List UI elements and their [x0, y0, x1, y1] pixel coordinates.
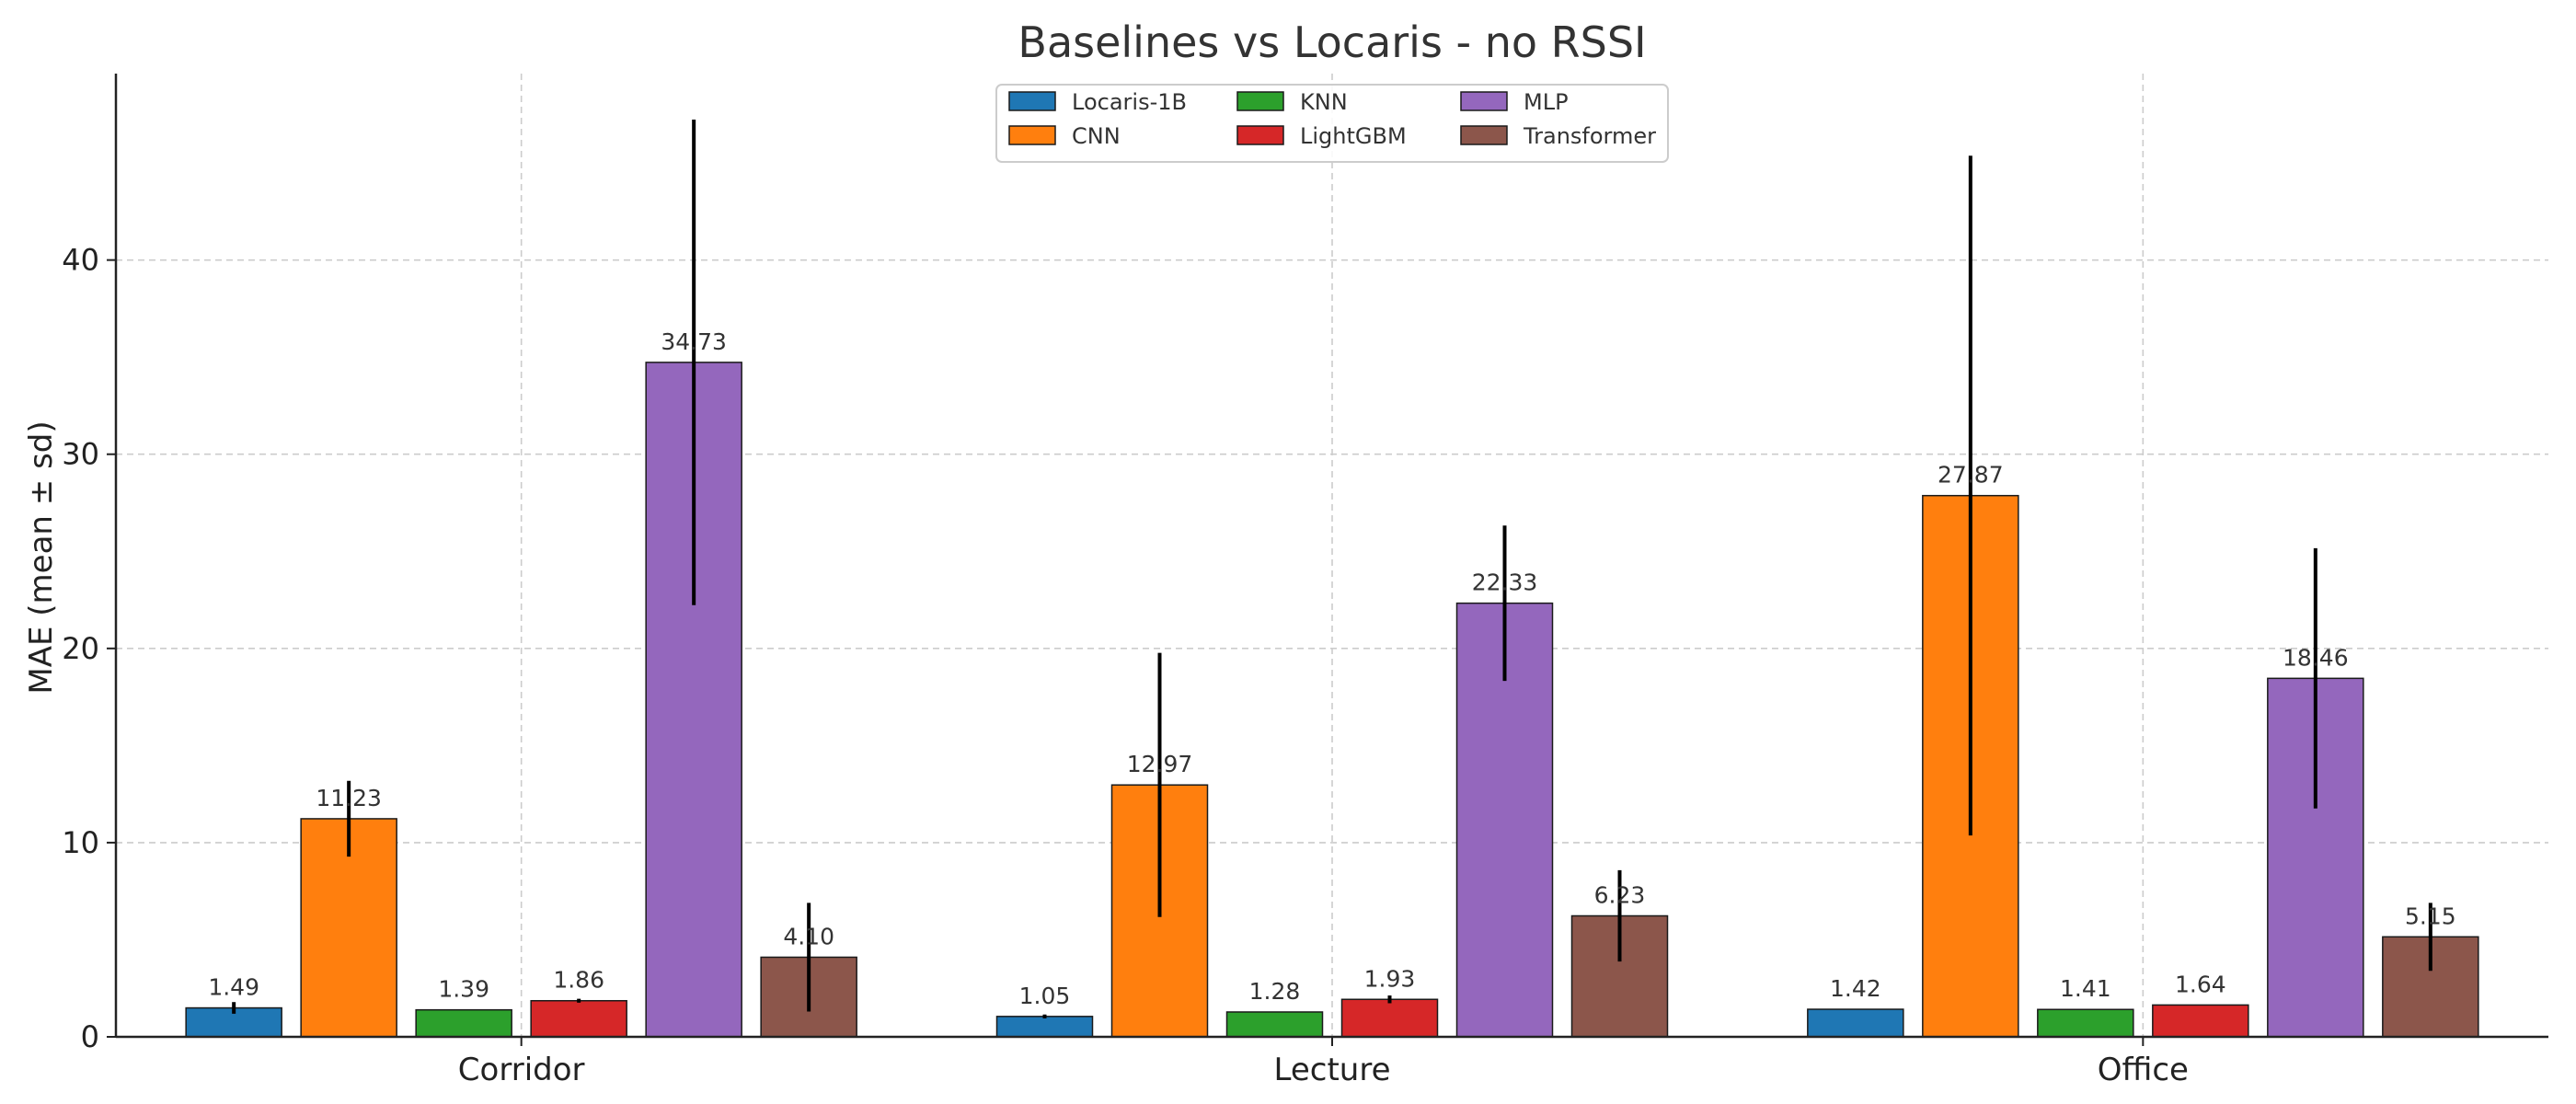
y-tick-label: 40 — [62, 243, 99, 278]
bar-lightgbm-corridor — [530, 999, 627, 1038]
data-label-transformer-office: 5.15 — [2405, 903, 2456, 929]
data-label-mlp-office: 18.46 — [2283, 644, 2349, 671]
data-label-locaris-1b-lecture: 1.05 — [1019, 983, 1071, 1009]
y-tick-label: 30 — [62, 437, 99, 472]
data-label-lightgbm-corridor: 1.86 — [553, 967, 604, 994]
y-tick-label: 0 — [81, 1019, 99, 1054]
data-labels: 1.49 1.05 1.42 11.23 12.97 27.87 1.39 1.28 1.41 1… — [208, 328, 2455, 1009]
data-label-mlp-corridor: 34.73 — [661, 328, 727, 355]
bars — [185, 362, 2479, 1038]
legend-swatch-cnn — [1008, 125, 1056, 145]
legend-label-lightgbm: LightGBM — [1300, 123, 1407, 149]
bar-knn-office — [2037, 1008, 2134, 1038]
legend-label-transformer: Transformer — [1523, 123, 1656, 149]
legend-swatch-locaris-1b — [1008, 91, 1056, 111]
y-axis-label: MAE (mean ± sd) — [23, 420, 60, 694]
legend-swatch-transformer — [1460, 125, 1508, 145]
x-tick-label-office: Office — [2098, 1052, 2189, 1088]
bar-lightgbm-office — [2152, 1004, 2249, 1038]
bar-knn-corridor — [415, 1008, 512, 1038]
error-bars — [232, 120, 2432, 1018]
data-label-mlp-lecture: 22.33 — [1472, 569, 1538, 596]
legend: Locaris-1B CNN KNN LightGBM MLP Transformer — [995, 84, 1669, 163]
gridlines — [116, 74, 2548, 1037]
legend-swatch-knn — [1236, 91, 1284, 111]
bar-locaris-1b-office — [1807, 1008, 1904, 1038]
x-tick-label-lecture: Lecture — [1274, 1052, 1391, 1088]
legend-label-mlp: MLP — [1524, 89, 1569, 115]
legend-swatch-mlp — [1460, 91, 1508, 111]
data-label-cnn-corridor: 11.23 — [316, 785, 382, 811]
bar-locaris-1b-lecture — [995, 1016, 1094, 1038]
x-tick-label-corridor: Corridor — [458, 1052, 585, 1088]
legend-label-knn: KNN — [1300, 89, 1348, 115]
axes: 0 10 20 30 40 Corridor Lecture Office — [62, 74, 2548, 1088]
data-label-knn-lecture: 1.28 — [1249, 978, 1301, 1005]
bar-knn-lecture — [1225, 1011, 1324, 1038]
data-label-locaris-1b-office: 1.42 — [1830, 975, 1881, 1002]
bar-lightgbm-lecture — [1340, 998, 1439, 1038]
y-tick-label: 10 — [62, 825, 99, 860]
data-label-knn-corridor: 1.39 — [438, 976, 489, 1003]
data-label-lightgbm-office: 1.64 — [2175, 971, 2226, 997]
data-label-transformer-corridor: 4.10 — [783, 923, 834, 949]
data-label-cnn-lecture: 12.97 — [1127, 751, 1193, 777]
legend-swatch-lightgbm — [1236, 125, 1284, 145]
data-label-cnn-office: 27.87 — [1938, 462, 2004, 489]
data-label-lightgbm-lecture: 1.93 — [1364, 965, 1416, 992]
legend-label-cnn: CNN — [1072, 123, 1121, 149]
data-label-knn-office: 1.41 — [2060, 975, 2111, 1002]
chart-title: Baselines vs Locaris - no RSSI — [1018, 17, 1646, 67]
legend-label-locaris-1b: Locaris-1B — [1072, 89, 1187, 115]
data-label-locaris-1b-corridor: 1.49 — [208, 974, 259, 1001]
y-tick-label: 20 — [62, 631, 99, 666]
data-label-transformer-lecture: 6.23 — [1594, 881, 1646, 908]
